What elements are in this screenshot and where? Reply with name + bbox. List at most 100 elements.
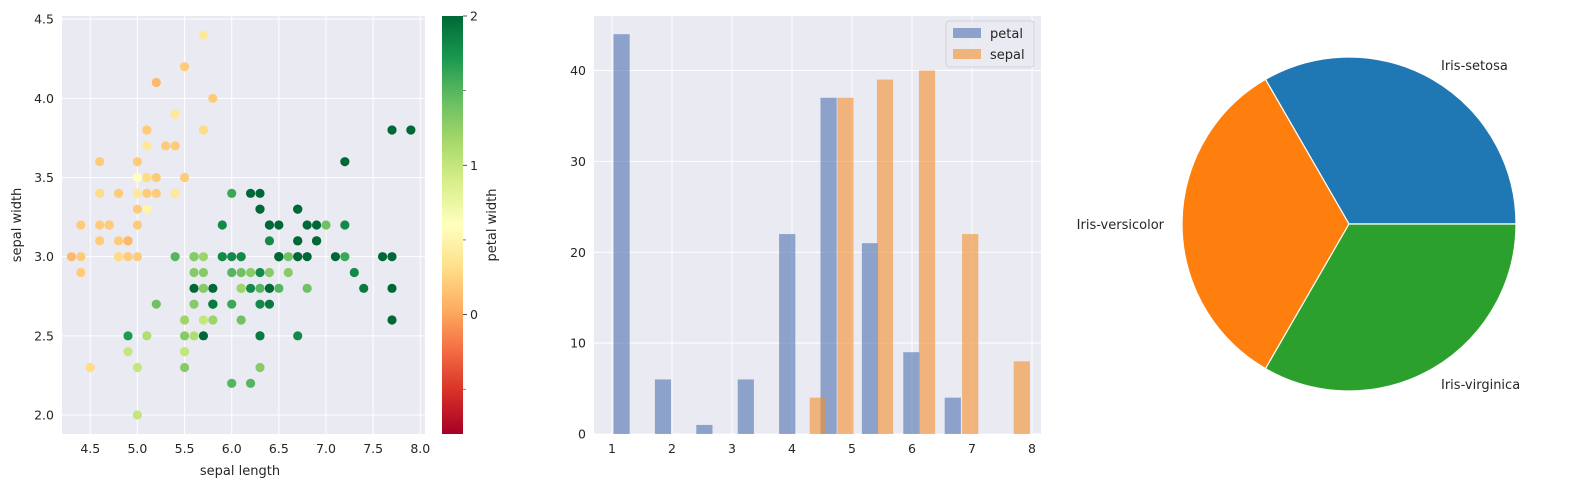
scatter-point bbox=[321, 220, 331, 230]
bar-petal bbox=[613, 34, 630, 434]
bar-x-tick-label: 2 bbox=[668, 441, 676, 456]
scatter-point bbox=[170, 109, 180, 119]
scatter-point bbox=[227, 267, 237, 278]
scatter-point bbox=[387, 252, 397, 262]
scatter-point bbox=[161, 141, 171, 151]
scatter-point bbox=[227, 299, 237, 309]
bar-y-tick-label: 0 bbox=[578, 427, 586, 442]
scatter-point bbox=[123, 347, 133, 357]
scatter-point bbox=[198, 252, 209, 262]
scatter-point bbox=[170, 188, 180, 198]
scatter-point bbox=[217, 220, 227, 230]
scatter-point bbox=[255, 283, 265, 293]
bar-petal bbox=[696, 424, 713, 434]
bar-petal bbox=[903, 352, 920, 434]
bar-sepal bbox=[918, 70, 936, 435]
scatter-point bbox=[76, 267, 86, 278]
bar-y-tick-label: 30 bbox=[570, 154, 586, 169]
scatter-point bbox=[104, 220, 114, 230]
pie-slice-iris-setosa bbox=[1264, 56, 1517, 225]
scatter-point bbox=[123, 252, 133, 262]
legend: petal sepal bbox=[945, 20, 1035, 68]
scatter-point bbox=[311, 220, 322, 230]
scatter-point bbox=[264, 283, 275, 293]
scatter-point bbox=[151, 172, 161, 183]
scatter-point bbox=[236, 283, 246, 293]
scatter-point bbox=[132, 410, 143, 420]
scatter-x-tick-label: 5.5 bbox=[175, 441, 195, 456]
scatter-point bbox=[132, 220, 143, 230]
colorbar-tick-label: 0 bbox=[470, 307, 478, 322]
bar-sepal bbox=[876, 79, 894, 434]
scatter-point bbox=[387, 125, 397, 135]
scatter-point bbox=[142, 204, 152, 214]
scatter-point bbox=[208, 93, 218, 103]
scatter-point bbox=[170, 141, 180, 151]
scatter-point bbox=[349, 267, 359, 278]
bar-y-tick-label: 10 bbox=[570, 336, 586, 351]
scatter-point bbox=[264, 236, 275, 246]
bar-petal bbox=[737, 379, 754, 434]
pie-label-iris-setosa: Iris-setosa bbox=[1441, 59, 1508, 74]
scatter-point bbox=[227, 252, 237, 262]
scatter-point bbox=[113, 236, 124, 246]
scatter-point bbox=[255, 362, 265, 373]
scatter-point bbox=[255, 204, 265, 214]
scatter-point bbox=[255, 299, 265, 309]
scatter-point bbox=[274, 252, 284, 262]
scatter-point bbox=[245, 267, 256, 278]
scatter-y-axis-label: sepal width bbox=[10, 188, 25, 263]
scatter-point bbox=[132, 362, 143, 373]
scatter-point bbox=[302, 283, 312, 293]
scatter-point bbox=[293, 331, 303, 341]
scatter-point bbox=[189, 299, 199, 309]
scatter-point bbox=[283, 252, 293, 262]
scatter-point bbox=[198, 267, 209, 278]
scatter-y-tick-label: 4.0 bbox=[34, 91, 54, 106]
scatter-point bbox=[293, 236, 303, 246]
scatter-point bbox=[330, 252, 341, 262]
scatter-point bbox=[132, 252, 143, 262]
scatter-point bbox=[236, 315, 246, 325]
scatter-point bbox=[179, 347, 190, 357]
scatter-point bbox=[132, 157, 143, 167]
scatter-point bbox=[170, 252, 180, 262]
scatter-point bbox=[142, 331, 152, 341]
scatter-y-tick-label: 2.0 bbox=[34, 408, 54, 423]
bar-sepal bbox=[837, 97, 854, 435]
scatter-point bbox=[151, 188, 161, 198]
scatter-point bbox=[377, 252, 388, 262]
scatter-point bbox=[142, 188, 152, 198]
scatter-point bbox=[359, 283, 369, 293]
scatter-plot-area bbox=[62, 16, 425, 434]
scatter-point bbox=[387, 315, 397, 325]
scatter-x-tick-label: 7.5 bbox=[363, 441, 383, 456]
colorbar-tick-label: 1 bbox=[470, 158, 478, 173]
scatter-point bbox=[217, 252, 227, 262]
scatter-point bbox=[227, 378, 237, 388]
scatter-point bbox=[255, 188, 265, 198]
scatter-x-tick-label: 7.0 bbox=[316, 441, 336, 456]
bar-petal bbox=[654, 379, 672, 434]
scatter-point bbox=[189, 283, 199, 293]
pie-label-iris-versicolor: Iris-versicolor bbox=[1077, 218, 1165, 233]
scatter-y-tick-label: 2.5 bbox=[34, 328, 54, 343]
scatter-point bbox=[245, 188, 256, 198]
scatter-point bbox=[151, 299, 161, 309]
pie-slice-iris-virginica bbox=[1264, 223, 1517, 392]
scatter-point bbox=[283, 267, 293, 278]
scatter-point bbox=[264, 299, 275, 309]
scatter-point bbox=[198, 30, 209, 40]
scatter-point bbox=[76, 220, 86, 230]
scatter-point bbox=[179, 362, 190, 373]
scatter-point bbox=[132, 172, 143, 183]
scatter-point bbox=[293, 252, 303, 262]
bar-sepal bbox=[962, 234, 979, 434]
scatter-x-tick-label: 6.0 bbox=[222, 441, 242, 456]
bar-x-tick-label: 6 bbox=[908, 441, 916, 456]
scatter-point bbox=[113, 252, 124, 262]
bar-sepal bbox=[1013, 361, 1030, 434]
scatter-point bbox=[264, 267, 275, 278]
scatter-point bbox=[76, 252, 86, 262]
